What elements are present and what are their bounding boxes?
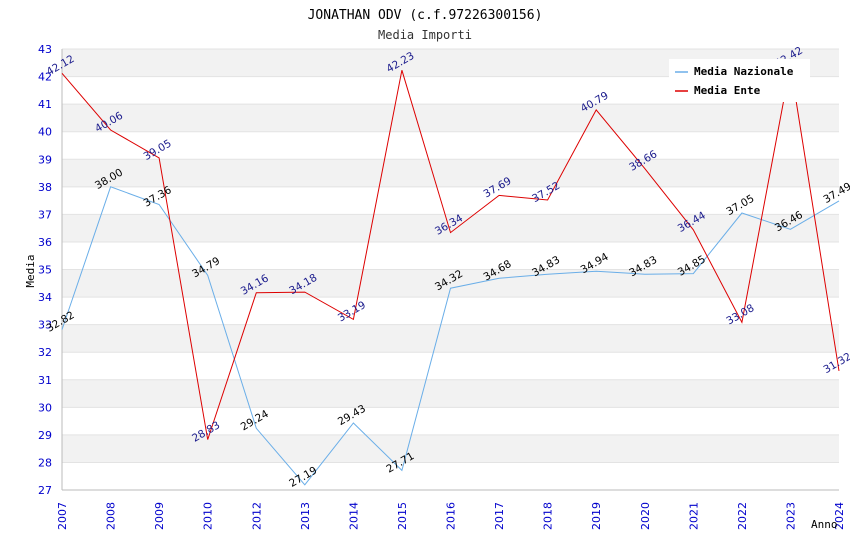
- x-tick-label: 2019: [590, 502, 603, 530]
- x-tick-labels: 2007 2008 2009 2010 2012 2013 2014 2015 2016 2017…: [56, 502, 846, 530]
- y-tick-label: 31: [38, 374, 52, 387]
- legend-label-media-nazionale: Media Nazionale: [694, 65, 794, 78]
- grid-band: [62, 324, 839, 353]
- x-tick-label: 2007: [56, 502, 69, 530]
- legend: Media Nazionale Media Ente: [669, 59, 810, 102]
- grid-bands: [62, 49, 839, 490]
- x-tick-label: 2018: [542, 502, 555, 530]
- y-tick-label: 40: [38, 126, 52, 139]
- grid-band: [62, 462, 839, 490]
- grid-band: [62, 352, 839, 380]
- y-tick-label: 29: [38, 429, 52, 442]
- chart-subtitle: Media Importi: [378, 28, 472, 42]
- chart-title: JONATHAN ODV (c.f.97226300156): [308, 8, 543, 23]
- y-tick-label: 33: [38, 319, 52, 332]
- y-tick-label: 30: [38, 401, 52, 414]
- y-tick-label: 36: [38, 236, 52, 249]
- y-axis-label: Media: [24, 254, 37, 287]
- x-tick-label: 2020: [639, 502, 652, 530]
- y-tick-label: 34: [38, 291, 52, 304]
- x-tick-label: 2015: [396, 502, 409, 530]
- series-lines: [61, 64, 840, 486]
- y-tick-labels: 27 28 29 30 31 32 33 34 35 36 37 38 39 40 41 42 43: [38, 43, 52, 497]
- x-tick-label: 2022: [736, 502, 749, 530]
- x-axis-label: Anno: [811, 518, 838, 531]
- x-tick-label: 2010: [202, 502, 215, 530]
- grid-band: [62, 104, 839, 132]
- legend-box: [669, 59, 810, 102]
- y-tick-label: 38: [38, 181, 52, 194]
- y-tick-label: 37: [38, 208, 52, 221]
- grid-band: [62, 159, 839, 187]
- y-tick-label: 39: [38, 153, 52, 166]
- legend-label-media-ente: Media Ente: [694, 84, 761, 97]
- grid-band: [62, 241, 839, 270]
- y-tick-label: 27: [38, 484, 52, 497]
- grid-band: [62, 297, 839, 325]
- x-tick-label: 2012: [250, 502, 263, 530]
- x-tick-label: 2008: [105, 502, 118, 530]
- x-tick-label: 2024: [833, 502, 846, 530]
- x-tick-label: 2021: [687, 502, 700, 530]
- grid-band: [62, 214, 839, 242]
- x-tick-label: 2013: [299, 502, 312, 530]
- grid-band: [62, 186, 839, 215]
- grid-lines: [62, 48, 839, 491]
- x-tick-label: 2009: [153, 502, 166, 530]
- y-tick-label: 35: [38, 264, 52, 277]
- x-tick-label: 2017: [493, 502, 506, 530]
- x-tick-label: 2023: [784, 502, 797, 530]
- grid-band: [62, 407, 839, 435]
- y-tick-label: 32: [38, 346, 52, 359]
- y-tick-label: 42: [38, 71, 52, 84]
- series-line-media-nazionale: [61, 186, 840, 486]
- y-tick-label: 43: [38, 43, 52, 56]
- x-tick-label: 2016: [445, 502, 458, 530]
- x-tick-label: 2014: [347, 502, 360, 530]
- grid-band: [62, 131, 839, 160]
- grid-band: [62, 269, 839, 298]
- series-line-media-ente: [61, 64, 840, 440]
- grid-band: [62, 379, 839, 408]
- grid-band: [62, 434, 839, 463]
- y-tick-label: 41: [38, 98, 52, 111]
- y-tick-label: 28: [38, 456, 52, 469]
